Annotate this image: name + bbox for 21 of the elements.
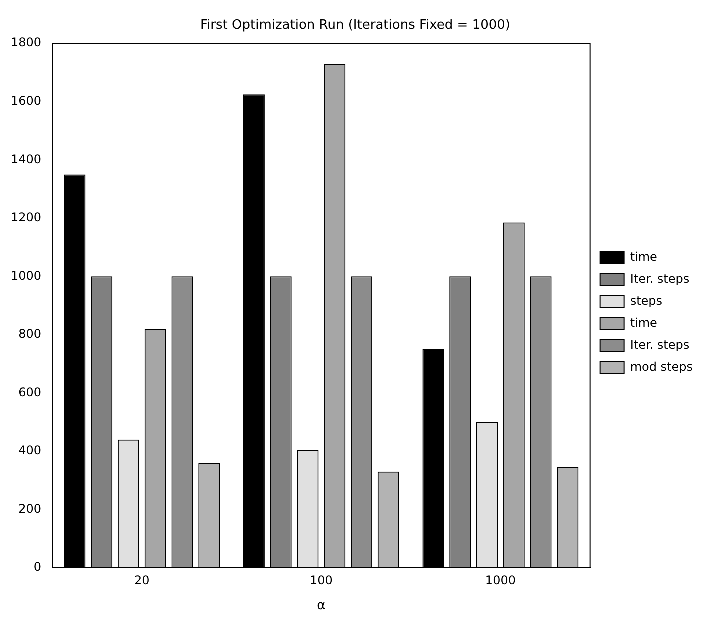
y-tick-label: 800	[18, 327, 42, 342]
y-tick-label: 1200	[10, 210, 42, 225]
chart-title: First Optimization Run (Iterations Fixed = 1000)	[200, 18, 510, 34]
legend-label: mod steps	[630, 360, 693, 374]
y-tick-label: 400	[18, 444, 42, 458]
legend-label: time	[630, 250, 658, 264]
y-tick-label: 200	[18, 502, 42, 516]
y-tick-label: 1800	[10, 36, 42, 50]
legend-label: Iter. steps	[630, 272, 690, 286]
x-tick-label: 20	[134, 573, 150, 588]
y-tick-label: 600	[18, 385, 42, 400]
legend-label: steps	[630, 294, 663, 308]
y-tick-label: 1600	[10, 94, 42, 108]
y-tick-label: 1000	[10, 268, 42, 283]
x-axis-title: α	[317, 598, 326, 614]
legend-label: time	[630, 316, 658, 330]
y-tick-label: 0	[34, 560, 42, 574]
legend-label: Iter. steps	[630, 338, 690, 352]
x-tick-label: 1000	[485, 573, 516, 588]
y-tick-label: 1400	[10, 152, 42, 166]
x-tick-label: 100	[310, 573, 333, 588]
